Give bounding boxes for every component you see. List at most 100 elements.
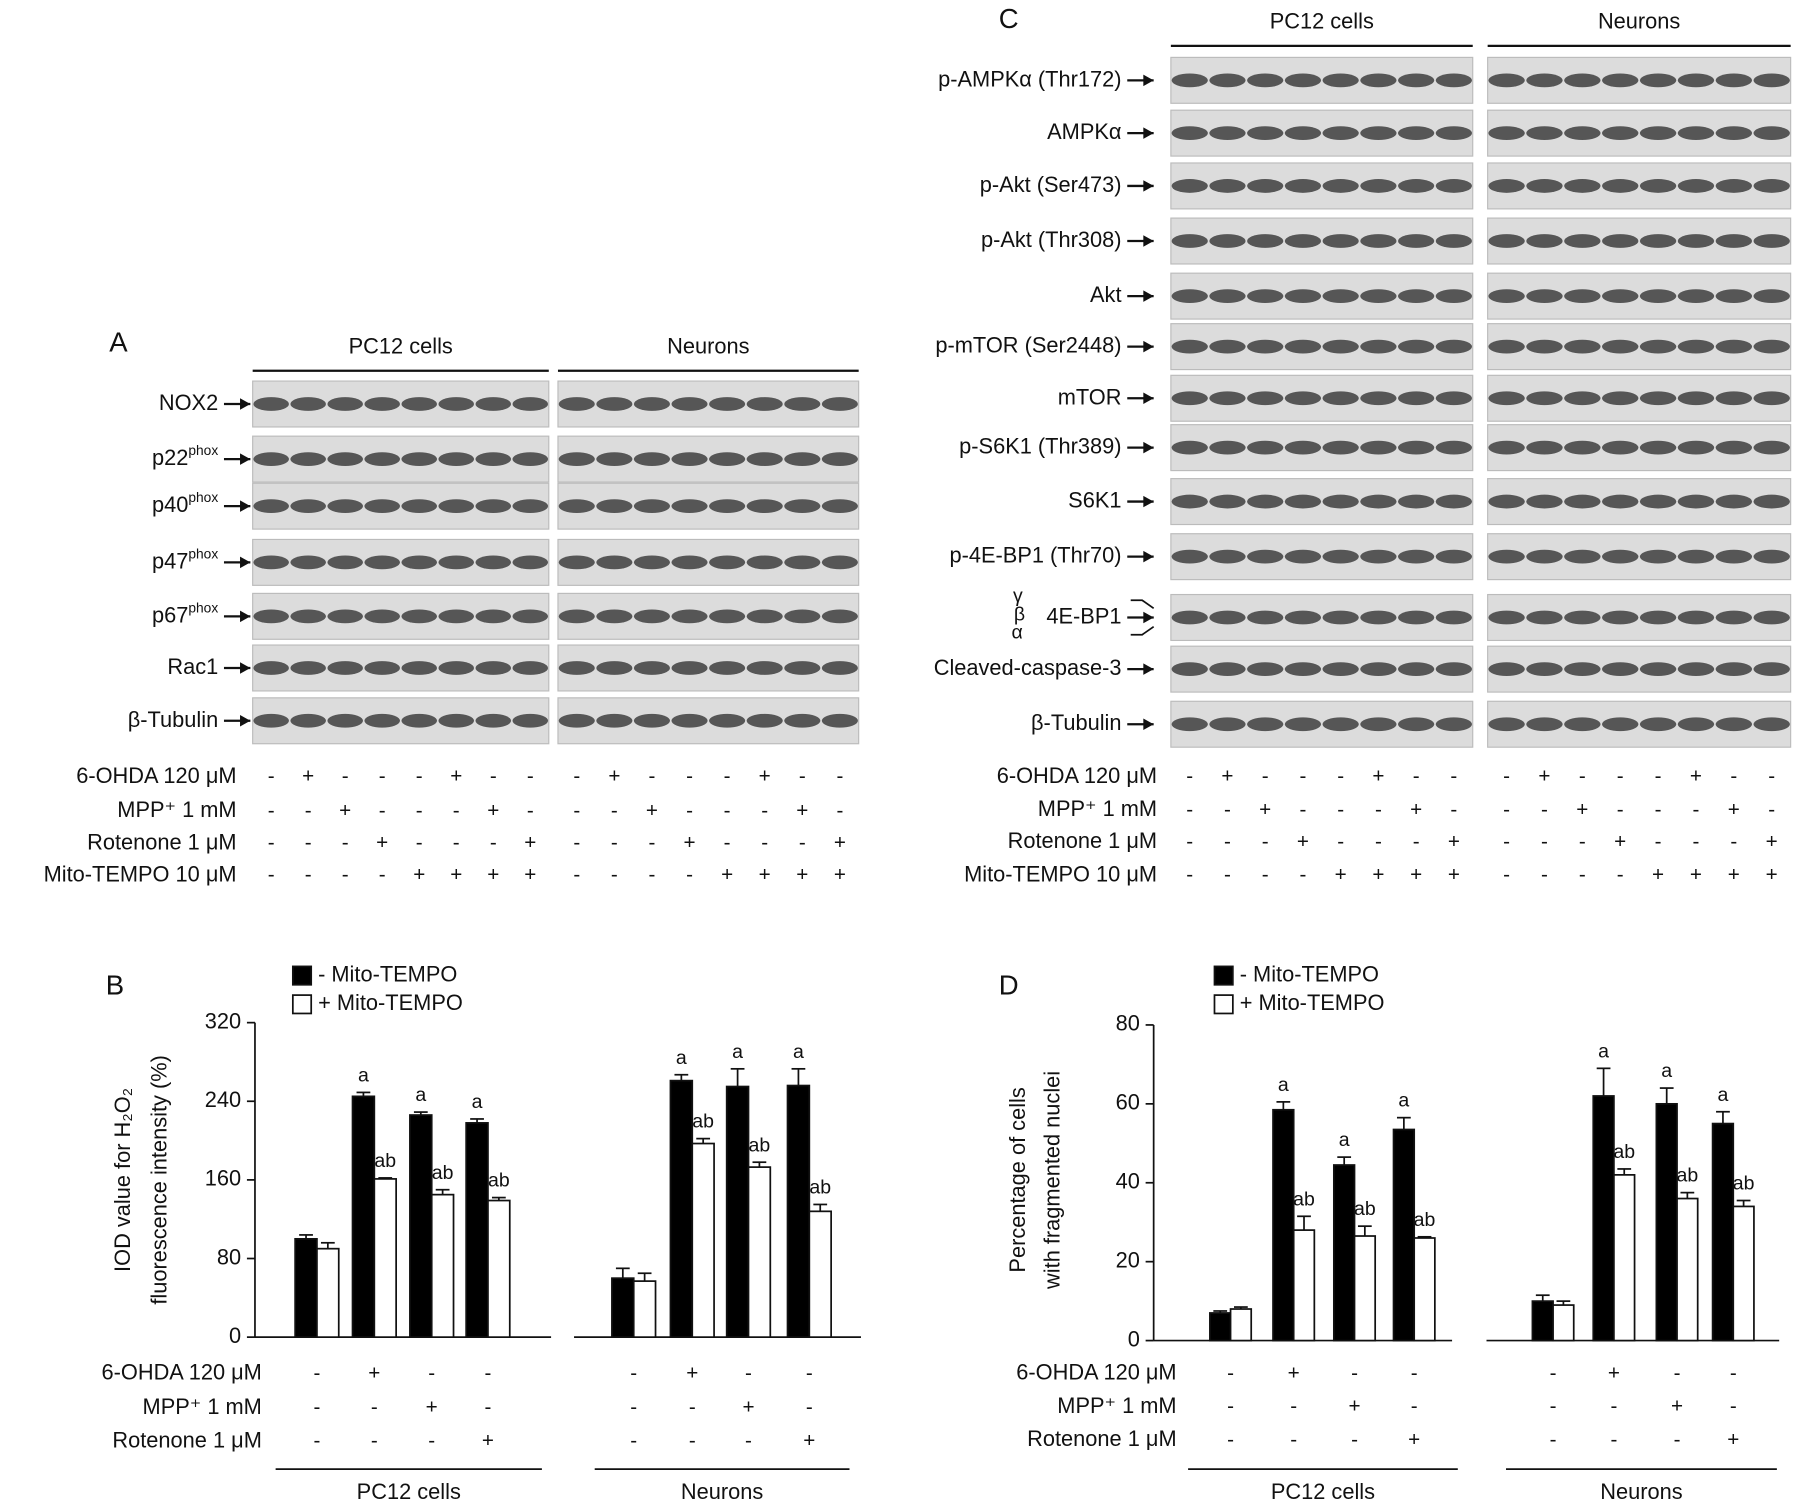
blot-band: [596, 661, 633, 675]
condition-sign: -: [799, 764, 806, 787]
blot-band: [1360, 339, 1397, 354]
blot-band: [1360, 126, 1397, 141]
condition-sign: -: [724, 831, 731, 854]
blot-band: [1247, 126, 1284, 141]
blot-band: [1677, 391, 1715, 406]
blot-band: [1526, 339, 1563, 354]
blot-band: [1398, 339, 1435, 354]
condition-sign: +: [1335, 863, 1347, 886]
blot-band: [401, 397, 438, 411]
blot-band: [1435, 339, 1472, 354]
blot-band: [821, 499, 858, 514]
bar: [725, 1085, 750, 1338]
blot-band: [709, 397, 746, 411]
blot-band: [1677, 126, 1715, 141]
blot-band: [1526, 234, 1563, 248]
blot-band: [1360, 717, 1397, 732]
blot-band: [1247, 549, 1284, 564]
condition-sign: +: [1652, 863, 1664, 886]
blot-band: [1564, 440, 1601, 455]
bar: [409, 1114, 433, 1338]
blot-band: [1322, 610, 1359, 625]
condition-sign: -: [649, 831, 656, 854]
blot-band: [438, 397, 475, 411]
blot-band: [1639, 440, 1677, 455]
blot-band: [1526, 179, 1563, 193]
condition-sign: -: [1617, 863, 1624, 886]
blot-band: [1753, 662, 1790, 677]
blot-band: [1677, 179, 1715, 193]
blot-band: [558, 609, 595, 624]
band-label-sup: phox: [188, 600, 218, 615]
condition-sign: +: [1348, 1395, 1360, 1418]
condition-sign: -: [1411, 1361, 1418, 1384]
condition-sign: -: [1375, 830, 1382, 853]
condition-sign: +: [1728, 863, 1740, 886]
blot-band: [746, 397, 783, 411]
condition-sign: -: [630, 1396, 637, 1419]
condition-sign: -: [1541, 830, 1548, 853]
blot-band: [1284, 610, 1322, 625]
legend-label: + Mito-TEMPO: [318, 990, 463, 1015]
condition-sign: +: [834, 831, 846, 854]
significance-label: a: [358, 1065, 369, 1087]
arrow-head: [240, 398, 251, 410]
blot-band: [1171, 234, 1208, 248]
condition-sign: +: [1448, 830, 1460, 853]
condition-sign: -: [453, 799, 460, 822]
blot-band: [253, 452, 289, 466]
condition-sign: +: [450, 764, 462, 787]
blot-band: [746, 452, 783, 466]
blot-band: [327, 452, 363, 466]
band-label-text: mTOR: [1058, 384, 1122, 409]
band-label-text: p-mTOR (Ser2448): [935, 332, 1121, 357]
band-label-text: Rac1: [167, 654, 218, 679]
condition-sign: -: [371, 1396, 378, 1419]
condition-sign: -: [342, 831, 349, 854]
blot-band: [746, 609, 783, 624]
band-label-sup: phox: [188, 443, 218, 458]
condition-sign: -: [649, 764, 656, 787]
blot-band: [1435, 391, 1472, 406]
condition-sign: -: [453, 831, 460, 854]
blot-band: [512, 555, 549, 570]
blot-band: [1284, 440, 1322, 455]
condition-sign: -: [371, 1429, 378, 1452]
blot-band: [253, 555, 289, 570]
condition-sign: -: [1541, 863, 1548, 886]
blot-band: [1639, 391, 1677, 406]
y-tick-label: 320: [205, 1008, 241, 1033]
blot-band: [784, 397, 821, 411]
blot-band: [1602, 494, 1639, 509]
blot-band: [1171, 717, 1208, 732]
blot-band: [1398, 234, 1435, 248]
group-label: PC12 cells: [357, 1479, 461, 1504]
band-label: S6K1: [1068, 487, 1121, 512]
blot-band: [1677, 610, 1715, 625]
blot-band: [1247, 234, 1284, 248]
significance-label: a: [1718, 1084, 1729, 1106]
blot-band: [1526, 662, 1563, 677]
blot-band: [1209, 234, 1246, 248]
condition-sign: -: [416, 764, 423, 787]
blot-band: [401, 609, 438, 624]
bar: [1531, 1300, 1554, 1342]
blot-band: [401, 452, 438, 466]
condition-sign: -: [1337, 798, 1344, 821]
condition-sign: -: [686, 863, 693, 886]
blot-band: [512, 397, 549, 411]
blot-band: [1639, 179, 1677, 193]
condition-sign: -: [724, 764, 731, 787]
blot-band: [1209, 289, 1246, 304]
group-label: PC12 cells: [349, 334, 453, 359]
blot-band: [1488, 662, 1525, 677]
blot-band: [1488, 73, 1525, 88]
band-label: Akt: [1090, 282, 1122, 307]
blot-band: [1488, 289, 1525, 304]
blot-band: [1753, 610, 1790, 625]
blot-band: [709, 609, 746, 624]
blot-band: [1602, 610, 1639, 625]
arrow-head: [240, 610, 251, 623]
blot-band: [1171, 440, 1208, 455]
blot-band: [1171, 610, 1208, 625]
